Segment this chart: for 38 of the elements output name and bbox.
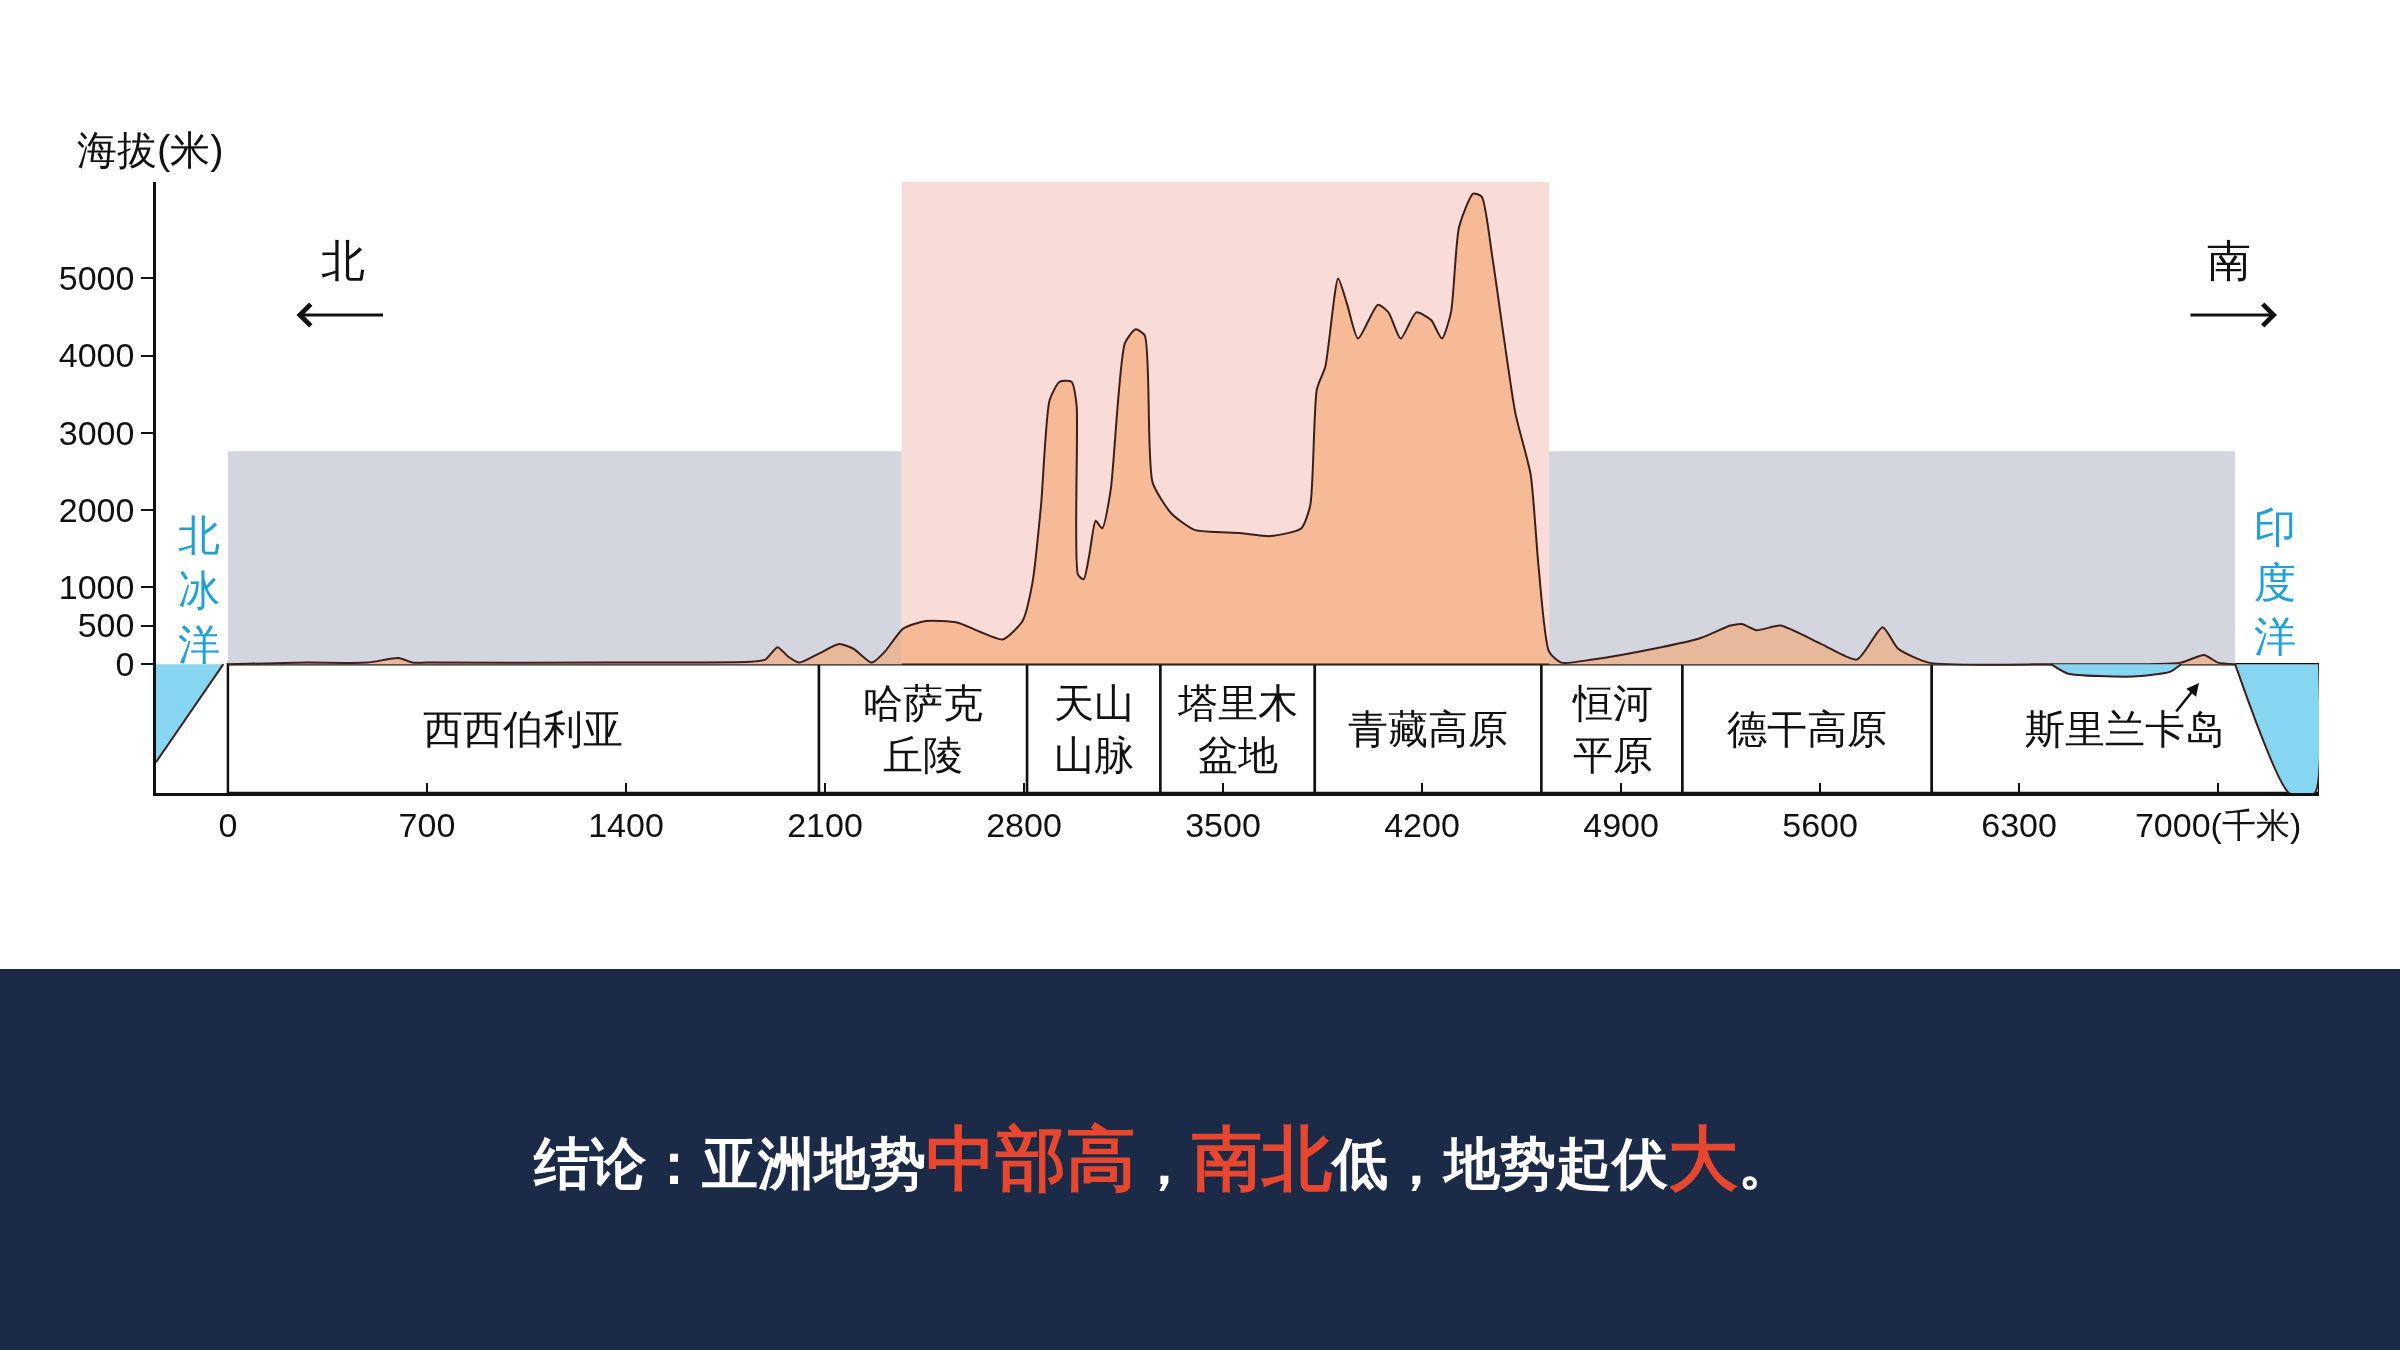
band-label: 塔里木盆地 (1177, 681, 1298, 777)
y-axis-title: 海拔(米) (77, 128, 224, 172)
y-tick-label: 3000 (58, 413, 135, 452)
text: 低，地势起伏 (1330, 1132, 1669, 1195)
band-label: 斯里兰卡岛 (2025, 707, 2225, 751)
x-tick-label: 0 (218, 805, 238, 844)
y-tick-label: 0 (115, 645, 135, 684)
band-label: 哈萨克丘陵 (863, 681, 983, 777)
annotation: 北冰洋 (178, 512, 220, 669)
x-tick-label: 700 (398, 805, 456, 844)
text: 中部高 (926, 1120, 1136, 1198)
x-tick-label: 5600 (1782, 805, 1858, 844)
band-label: 青藏高原 (1348, 707, 1508, 751)
band-label: 天山山脉 (1054, 681, 1134, 777)
x-tick-label: 4200 (1384, 805, 1460, 844)
x-tick-label: 2100 (787, 805, 863, 844)
y-tick-label: 5000 (58, 259, 135, 298)
x-tick-label: 6300 (1981, 805, 2057, 844)
x-tick-label: 1400 (588, 805, 664, 844)
text: 大 (1668, 1120, 1738, 1198)
text: ， (1136, 1132, 1192, 1195)
x-tick-label: 4900 (1583, 805, 1659, 844)
band-label: 德干高原 (1727, 707, 1887, 751)
text: 。 (1738, 1132, 1794, 1195)
band-label: 西西伯利亚 (423, 707, 623, 751)
annotation: 印度洋 (2254, 504, 2296, 661)
y-tick-label: 500 (77, 606, 135, 645)
x-tick-label: 7000(千米) (2134, 805, 2302, 844)
text: 结论：亚洲地势 (533, 1132, 926, 1195)
x-tick-label: 2800 (986, 805, 1062, 844)
y-tick-label: 2000 (58, 490, 135, 529)
y-tick-label: 4000 (58, 336, 135, 375)
text: 南北 (1192, 1120, 1332, 1198)
y-tick-label: 1000 (58, 567, 135, 606)
annotation: 南 (2207, 236, 2251, 285)
band-label: 恒河平原 (1571, 681, 1653, 777)
x-tick-label: 3500 (1185, 805, 1261, 844)
annotation: 北 (321, 236, 365, 285)
